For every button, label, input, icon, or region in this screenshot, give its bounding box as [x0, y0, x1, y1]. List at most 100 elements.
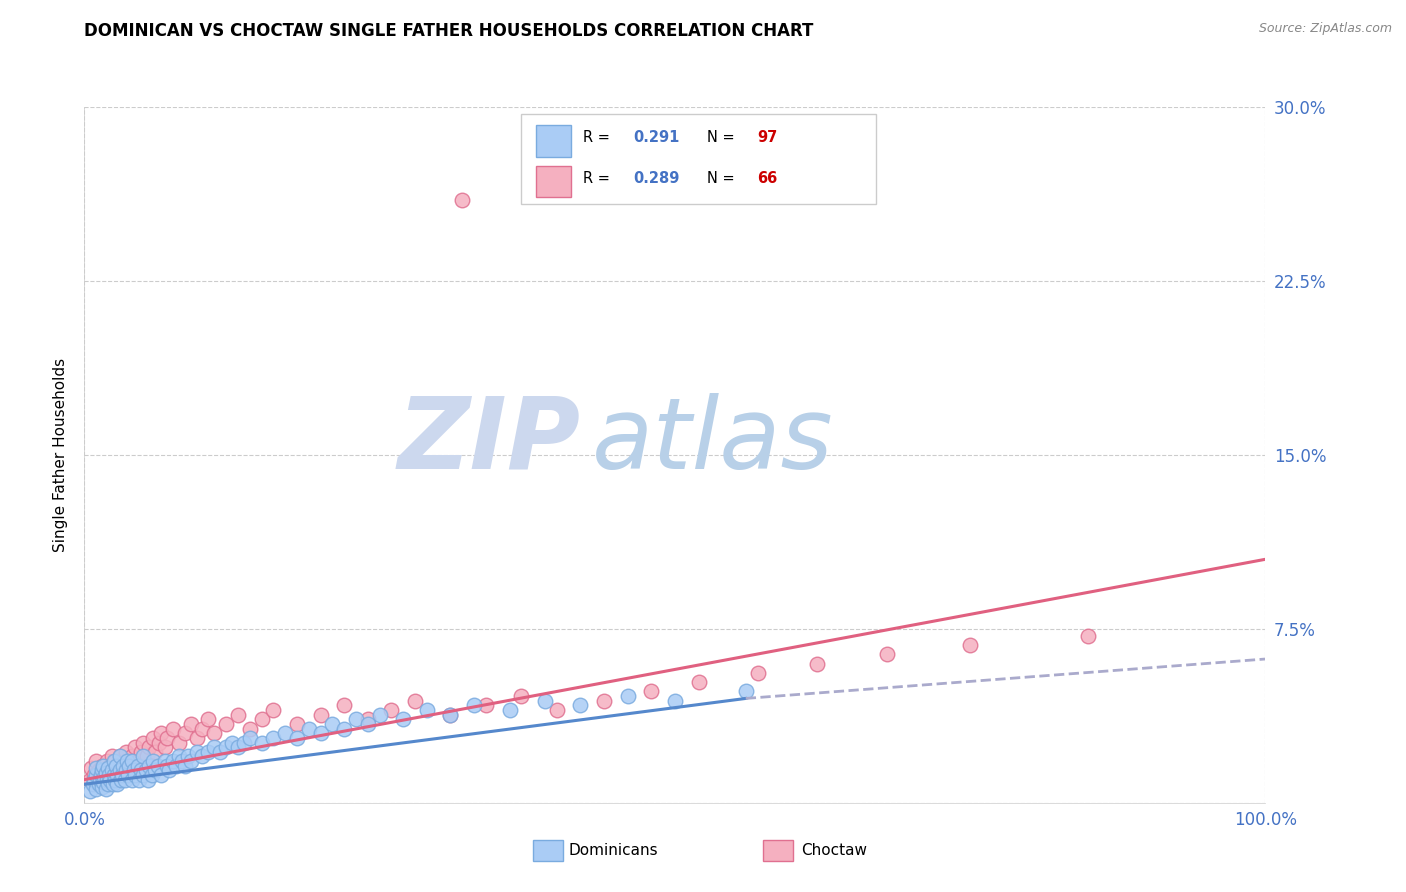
Text: Source: ZipAtlas.com: Source: ZipAtlas.com	[1258, 22, 1392, 36]
Point	[250, 712, 273, 726]
Point	[124, 740, 146, 755]
Point	[392, 712, 415, 726]
Point	[124, 768, 146, 782]
Point	[333, 722, 356, 736]
Point	[510, 689, 533, 703]
Point	[463, 698, 485, 713]
Point	[439, 707, 461, 722]
Point	[498, 703, 520, 717]
Point	[111, 764, 134, 778]
Point	[298, 722, 321, 736]
Point	[148, 735, 170, 749]
Point	[546, 703, 568, 717]
Point	[172, 754, 194, 768]
Point	[135, 764, 157, 778]
Point	[94, 765, 117, 780]
Point	[87, 777, 110, 791]
Point	[111, 768, 134, 782]
Point	[91, 775, 114, 789]
Text: 97: 97	[758, 130, 778, 145]
Point	[136, 749, 159, 764]
Point	[141, 768, 163, 782]
Point	[221, 735, 243, 749]
Point	[156, 758, 179, 772]
Point	[368, 707, 391, 722]
Point	[114, 745, 136, 759]
Point	[138, 758, 160, 772]
Point	[616, 689, 638, 703]
Point	[404, 694, 426, 708]
Text: Choctaw: Choctaw	[801, 843, 868, 857]
Point	[150, 768, 173, 782]
Point	[122, 764, 145, 778]
Point	[209, 745, 232, 759]
Point	[79, 784, 101, 798]
Point	[100, 749, 122, 764]
Point	[153, 754, 176, 768]
Point	[142, 731, 165, 745]
Point	[734, 684, 756, 698]
Point	[127, 758, 149, 772]
Point	[321, 717, 343, 731]
Point	[93, 770, 115, 784]
Text: atlas: atlas	[592, 392, 834, 490]
Point	[416, 703, 439, 717]
Point	[80, 761, 103, 775]
Point	[96, 772, 118, 787]
Point	[115, 754, 138, 768]
Point	[104, 772, 127, 787]
Point	[82, 777, 104, 791]
Text: R =: R =	[582, 130, 610, 145]
Point	[84, 754, 107, 768]
Point	[285, 731, 308, 745]
Point	[239, 731, 262, 745]
Point	[84, 781, 107, 796]
Point	[162, 754, 184, 768]
Point	[274, 726, 297, 740]
Point	[136, 772, 159, 787]
Point	[127, 754, 149, 768]
Point	[451, 193, 474, 207]
Point	[112, 758, 135, 772]
Point	[157, 764, 180, 778]
Point	[114, 754, 136, 768]
Text: 0.291: 0.291	[634, 130, 681, 145]
Point	[876, 648, 898, 662]
Point	[83, 768, 105, 782]
Text: R =: R =	[582, 171, 610, 186]
Point	[344, 712, 367, 726]
Text: ZIP: ZIP	[398, 392, 581, 490]
Point	[1077, 629, 1099, 643]
Point	[118, 758, 141, 772]
Point	[239, 722, 262, 736]
Point	[153, 740, 176, 755]
Point	[439, 707, 461, 722]
Point	[664, 694, 686, 708]
Point	[215, 740, 238, 755]
Point	[79, 772, 101, 787]
Point	[91, 758, 114, 772]
Point	[806, 657, 828, 671]
Point	[202, 740, 225, 755]
Point	[98, 758, 121, 772]
Point	[166, 758, 188, 772]
FancyBboxPatch shape	[536, 126, 571, 157]
Point	[146, 758, 169, 772]
Point	[475, 698, 498, 713]
Point	[232, 735, 254, 749]
Point	[186, 731, 208, 745]
Point	[117, 768, 139, 782]
Point	[97, 777, 120, 791]
Point	[100, 764, 122, 778]
Point	[180, 754, 202, 768]
FancyBboxPatch shape	[763, 839, 793, 861]
Point	[105, 758, 128, 772]
Point	[262, 703, 284, 717]
Point	[333, 698, 356, 713]
Text: N =: N =	[707, 171, 734, 186]
Point	[640, 684, 662, 698]
Text: N =: N =	[707, 130, 734, 145]
Point	[143, 764, 166, 778]
Point	[177, 749, 200, 764]
Point	[380, 703, 402, 717]
